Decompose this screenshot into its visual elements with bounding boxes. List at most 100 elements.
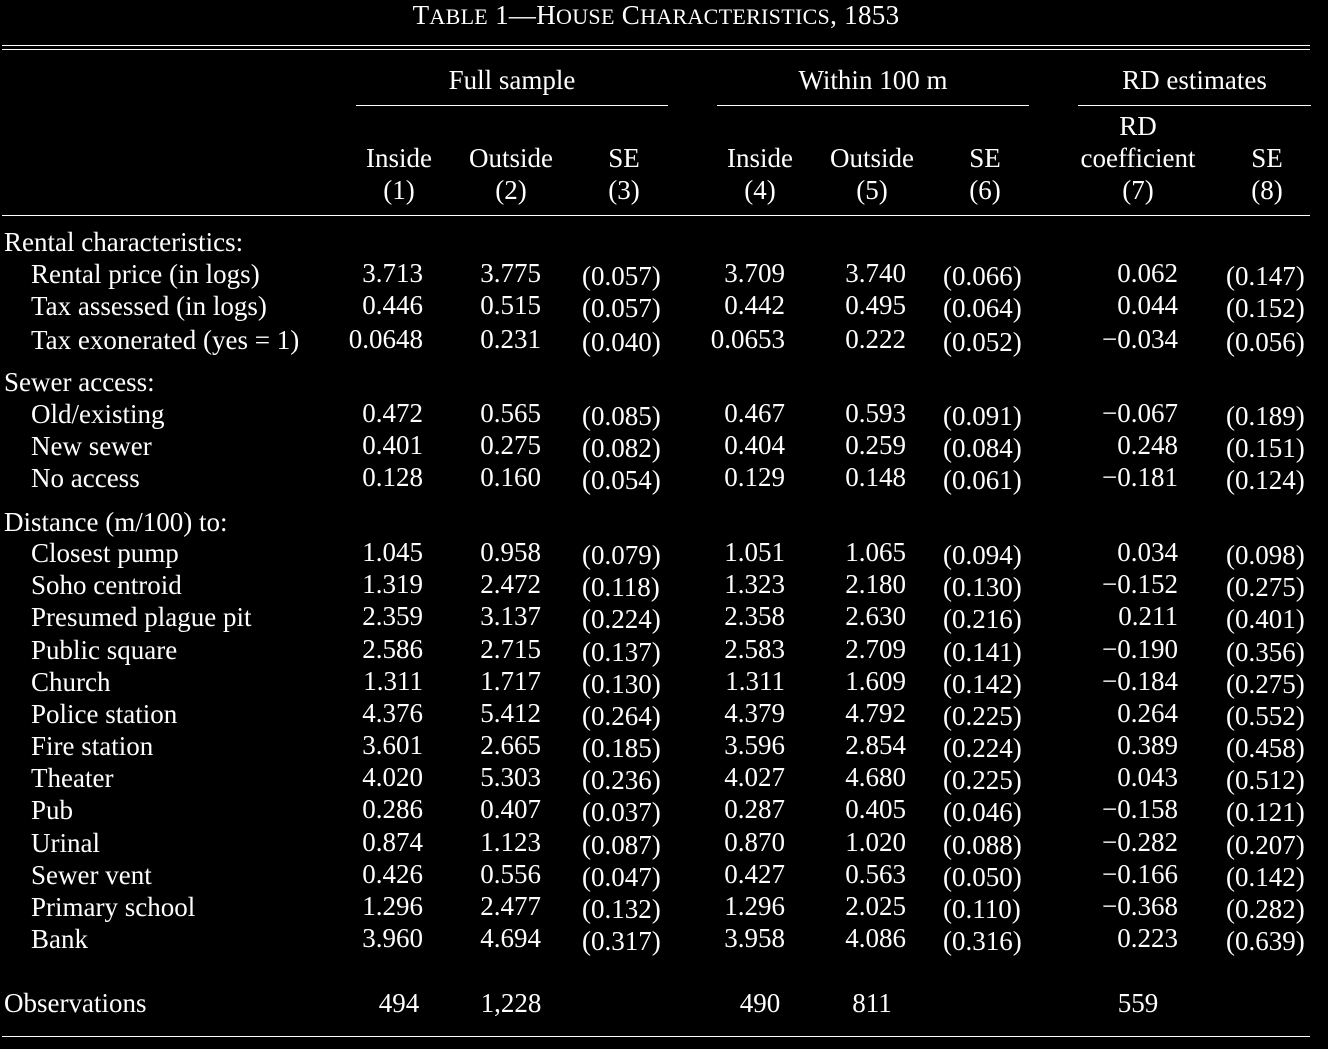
table-cell: 2.477	[480, 891, 541, 921]
table-cell: 2.854	[845, 730, 906, 760]
table-cell-se: (0.091)	[943, 401, 1022, 431]
column-header-line3: (1)	[383, 175, 415, 205]
row-label: Police station	[31, 699, 178, 729]
table-cell: 0.874	[362, 827, 423, 857]
table-cell: 0.211	[1118, 601, 1178, 631]
column-header-line2: Inside	[366, 143, 432, 173]
table-cell-se: (0.458)	[1226, 733, 1305, 763]
table-cell: 0.565	[480, 398, 541, 428]
row-label: No access	[31, 463, 140, 493]
table-cell: 1.323	[724, 569, 785, 599]
table-cell-se: (0.087)	[582, 830, 661, 860]
table-cell-se: (0.189)	[1226, 401, 1305, 431]
table-cell-se: (0.185)	[582, 733, 661, 763]
row-label: Primary school	[31, 892, 196, 922]
observations-cell: 559	[1117, 988, 1159, 1018]
table-cell-se: (0.110)	[943, 894, 1021, 924]
table-cell: 0.446	[362, 290, 423, 320]
column-header-line3: (5)	[856, 175, 888, 205]
table-cell-se: (0.040)	[582, 327, 661, 357]
table-cell: 5.303	[480, 762, 541, 792]
table-cell-se: (0.121)	[1226, 797, 1305, 827]
row-label: Presumed plague pit	[31, 602, 252, 632]
table-cell: −0.067	[1102, 398, 1178, 428]
table-cell-se: (0.124)	[1226, 465, 1305, 495]
table-cell-se: (0.207)	[1226, 830, 1305, 860]
table-cell-se: (0.224)	[582, 604, 661, 634]
table-cell-se: (0.079)	[582, 540, 661, 570]
table-cell: 0.043	[1117, 762, 1178, 792]
row-label: Tax assessed (in logs)	[31, 291, 267, 321]
table-cell-se: (0.224)	[943, 733, 1022, 763]
table-cell: 0.231	[480, 324, 541, 354]
table-cell-se: (0.085)	[582, 401, 661, 431]
row-label: Sewer vent	[31, 860, 152, 890]
column-header-line2: Inside	[727, 143, 793, 173]
column-header-line2: SE	[608, 143, 640, 173]
table-cell: 0.222	[845, 324, 906, 354]
table-cell: −0.184	[1102, 666, 1178, 696]
row-label: Tax exonerated (yes = 1)	[31, 325, 300, 355]
column-header-line3: (7)	[1122, 175, 1154, 205]
table-cell-se: (0.056)	[1226, 327, 1305, 357]
observations-label: Observations	[4, 988, 147, 1018]
table-cell-se: (0.275)	[1226, 669, 1305, 699]
table-cell: −0.190	[1102, 634, 1178, 664]
table-cell: 0.128	[362, 462, 423, 492]
table-cell: 2.025	[845, 891, 906, 921]
table-cell: 3.709	[724, 258, 785, 288]
table-cell: 0.472	[362, 398, 423, 428]
table-cell-se: (0.142)	[1226, 862, 1305, 892]
table-cell-se: (0.046)	[943, 797, 1022, 827]
table-cell: 0.248	[1117, 430, 1178, 460]
table-cell: −0.158	[1102, 794, 1178, 824]
row-label: Church	[31, 667, 111, 697]
top-rule-second	[2, 49, 1310, 50]
row-label: New sewer	[31, 431, 152, 461]
table-cell: 0.515	[480, 290, 541, 320]
table-cell-se: (0.236)	[582, 765, 661, 795]
table-cell: 0.389	[1117, 730, 1178, 760]
table-cell: −0.034	[1102, 324, 1178, 354]
table-cell: 1.296	[362, 891, 423, 921]
table-cell-se: (0.316)	[943, 926, 1022, 956]
top-rule	[2, 45, 1310, 46]
observations-cell: 811	[852, 988, 892, 1018]
table-cell-se: (0.512)	[1226, 765, 1305, 795]
table-cell-se: (0.225)	[943, 765, 1022, 795]
table-cell: −0.152	[1102, 569, 1178, 599]
column-header-line3: (6)	[969, 175, 1001, 205]
table-title: TABLE 1—HOUSE CHARACTERISTICS, 1853	[0, 0, 1312, 32]
table-cell: 2.180	[845, 569, 906, 599]
table-cell-se: (0.088)	[943, 830, 1022, 860]
row-label: Closest pump	[31, 538, 179, 568]
table-cell: 0.129	[724, 462, 785, 492]
bottom-rule	[2, 1036, 1310, 1037]
table-cell: 3.740	[845, 258, 906, 288]
table-cell: 2.665	[480, 730, 541, 760]
group-header: Within 100 m	[798, 65, 948, 95]
group-rule	[1078, 105, 1311, 106]
observations-cell: 494	[378, 988, 420, 1018]
table-cell: 2.715	[480, 634, 541, 664]
table-cell-se: (0.264)	[582, 701, 661, 731]
table-cell: 1.065	[845, 537, 906, 567]
row-label: Fire station	[31, 731, 154, 761]
table-name: HOUSE CHARACTERISTICS	[536, 0, 831, 30]
table-cell-se: (0.142)	[943, 669, 1022, 699]
row-label: Pub	[31, 795, 74, 825]
table-cell-se: (0.137)	[582, 637, 661, 667]
column-header-line1: RD	[1119, 111, 1157, 141]
table-cell-se: (0.057)	[582, 261, 661, 291]
section-heading: Rental characteristics:	[4, 227, 244, 257]
table-cell: 3.596	[724, 730, 785, 760]
table-cell-se: (0.225)	[943, 701, 1022, 731]
group-header: Full sample	[448, 65, 576, 95]
table-cell: 2.359	[362, 601, 423, 631]
table-cell: 0.405	[845, 794, 906, 824]
table-cell: 1.311	[725, 666, 785, 696]
table-cell: 0.958	[480, 537, 541, 567]
table-cell: 1.123	[480, 827, 541, 857]
row-label: Theater	[31, 763, 114, 793]
table-cell: 0.407	[480, 794, 541, 824]
